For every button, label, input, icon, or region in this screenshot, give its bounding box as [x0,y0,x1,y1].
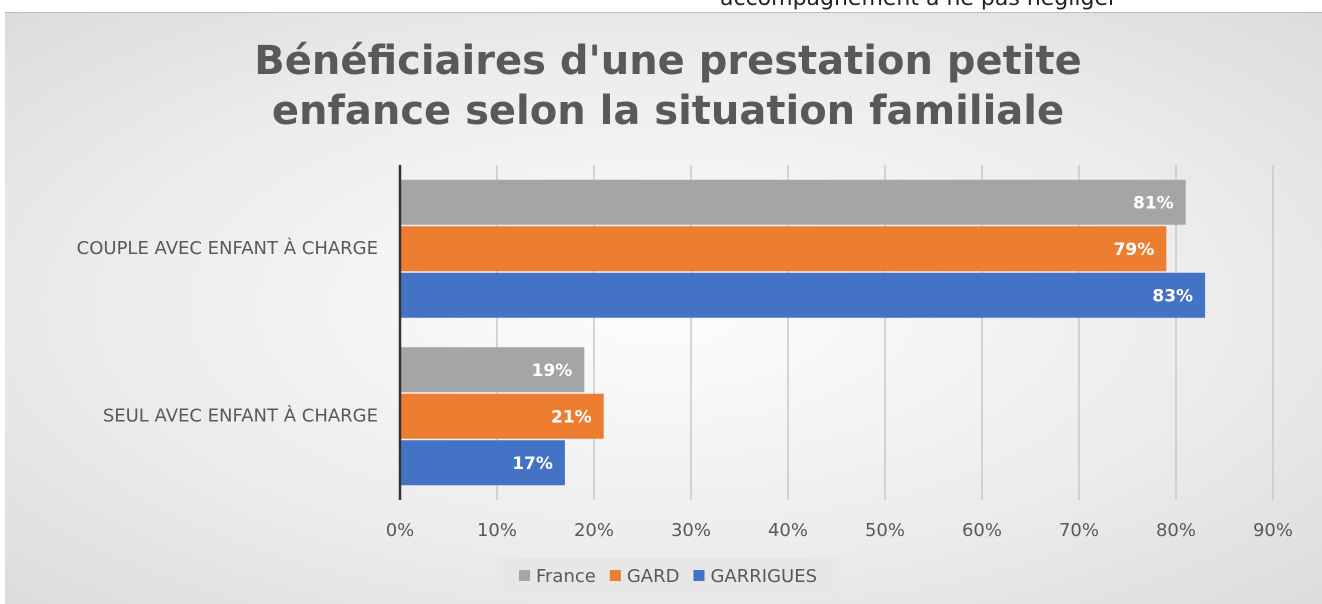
legend-swatch [518,570,530,581]
legend-label: GARD [627,566,680,587]
bar [400,179,1186,225]
value-label: 21% [551,407,592,427]
value-label: 17% [512,454,553,474]
x-tick-label: 20% [574,520,614,541]
x-tick-label: 60% [962,520,1002,541]
x-tick-label: 40% [768,520,808,541]
x-tick-label: 30% [671,520,711,541]
legend-label: France [536,566,596,587]
x-tick-label: 90% [1253,520,1293,541]
y-tick-label: COUPLE AVEC ENFANT À CHARGE [77,237,378,259]
legend-swatch [609,570,621,581]
value-label: 79% [1114,240,1155,260]
value-label: 81% [1133,193,1174,213]
value-label: 83% [1152,286,1193,306]
legend-label: GARRIGUES [710,566,817,587]
x-tick-label: 80% [1156,520,1196,541]
bar [400,347,585,393]
bar [400,393,604,439]
x-tick-label: 50% [865,520,905,541]
legend-box [496,558,840,596]
x-tick-label: 0% [386,520,415,541]
bar [400,272,1206,318]
chart-title: Bénéficiaires d'une prestation petite en… [254,38,1082,134]
x-tick-label: 10% [477,520,517,541]
x-tick-label: 70% [1059,520,1099,541]
caption: accompagnement à ne pas négliger [720,0,1117,11]
bar [400,440,565,486]
value-label: 19% [532,361,573,381]
y-tick-label: SEUL AVEC ENFANT À CHARGE [103,404,378,426]
bar [400,226,1167,272]
legend-swatch [693,570,705,581]
